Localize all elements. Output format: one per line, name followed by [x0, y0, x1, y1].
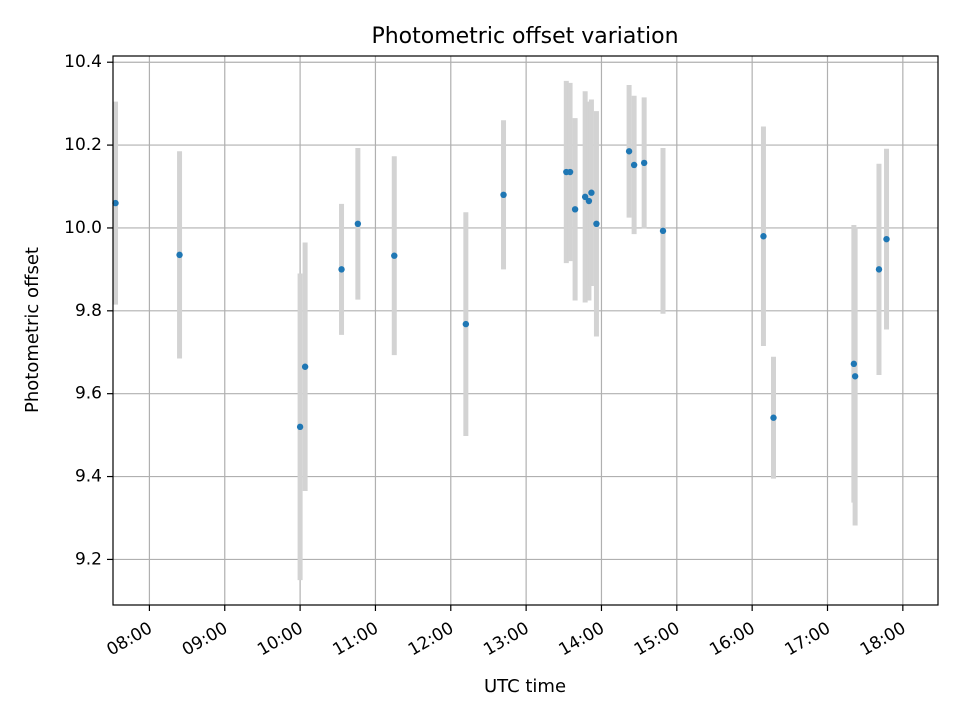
data-point — [588, 189, 595, 196]
data-point — [571, 206, 579, 213]
y-tick-label: 9.8 — [75, 301, 102, 321]
x-tick-label: 16:00 — [706, 618, 758, 660]
x-axis-ticks: 08:00 09:00 10:00 11:00 12:00 13:00 14:00 15:00… — [103, 605, 909, 660]
data-point — [462, 320, 470, 328]
chart-title: Photometric offset variation — [371, 24, 678, 49]
data-point — [625, 148, 633, 155]
data-point — [391, 252, 398, 259]
data-point — [630, 161, 638, 169]
x-tick-label: 10:00 — [254, 618, 306, 660]
x-tick-label: 14:00 — [556, 618, 608, 660]
x-tick-label: 15:00 — [631, 618, 683, 660]
data-point — [585, 197, 593, 205]
data-point — [566, 168, 574, 176]
data-point — [354, 220, 362, 228]
y-tick-label: 10.0 — [64, 218, 102, 238]
data-point — [112, 199, 119, 207]
x-tick-label: 09:00 — [179, 618, 231, 660]
data-point — [659, 227, 667, 235]
data-point — [500, 191, 507, 199]
x-tick-label: 18:00 — [857, 618, 909, 660]
data-point — [770, 414, 777, 421]
y-tick-label: 9.2 — [75, 549, 102, 569]
x-tick-label: 12:00 — [405, 618, 457, 660]
data-point — [338, 266, 345, 273]
error-bars — [113, 80, 890, 581]
y-tick-label: 9.6 — [75, 384, 102, 404]
grid — [113, 56, 938, 605]
data-point — [581, 193, 589, 201]
data-point — [640, 159, 648, 167]
data-points — [112, 148, 890, 431]
data-point — [301, 363, 309, 370]
data-point — [875, 266, 883, 273]
data-point — [593, 220, 600, 228]
x-tick-label: 13:00 — [480, 618, 532, 660]
y-tick-label: 10.2 — [64, 135, 102, 155]
data-point — [850, 360, 858, 368]
plot-frame — [112, 55, 939, 606]
x-axis-label: UTC time — [484, 676, 566, 697]
x-tick-label: 08:00 — [103, 618, 155, 660]
x-tick-label: 17:00 — [782, 618, 834, 660]
data-point — [883, 235, 890, 243]
y-axis-ticks: 9.2 9.4 9.6 9.8 10.0 10.2 10.4 — [64, 52, 113, 569]
y-tick-label: 9.4 — [75, 467, 102, 487]
data-point — [851, 373, 859, 380]
data-point — [296, 423, 304, 431]
y-tick-label: 10.4 — [64, 52, 102, 72]
data-point — [760, 233, 767, 240]
x-tick-label: 11:00 — [330, 618, 382, 660]
data-point — [176, 251, 183, 259]
y-axis-label: Photometric offset — [22, 247, 43, 413]
